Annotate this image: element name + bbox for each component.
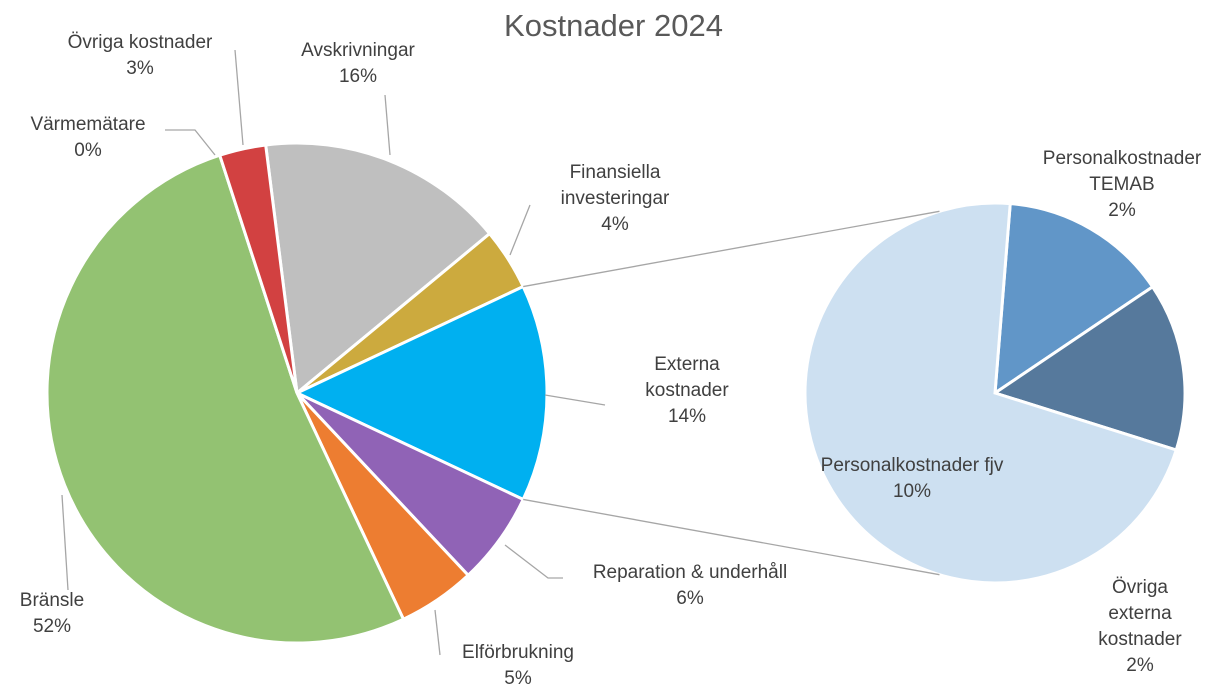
slice-name: Elförbrukning: [462, 642, 574, 663]
slice-name: Externa kostnader: [645, 354, 729, 401]
leader-line: [384, 94, 391, 156]
slice-value: 10%: [892, 481, 932, 502]
slice-value: 14%: [667, 406, 707, 427]
slice-name: Värmemätare: [30, 114, 146, 135]
pie-slice: [803, 201, 1179, 585]
slice-name: Reparation & underhåll: [592, 562, 788, 583]
slice-label: Elförbrukning 5%: [433, 640, 603, 691]
slice-value: 2%: [1108, 200, 1136, 221]
slice-label: Finansiella investeringar 4%: [550, 160, 680, 238]
slice-value: 6%: [676, 588, 704, 609]
leader-line: [504, 544, 563, 579]
pie-slice: [263, 141, 492, 396]
slice-label: Reparation & underhåll 6%: [560, 560, 820, 612]
slice-name: Avskrivningar: [301, 40, 415, 61]
pie-slice: [45, 153, 406, 645]
slice-value: 3%: [126, 58, 154, 79]
chart-title: Kostnader 2024: [504, 8, 723, 43]
slice-name: Bränsle: [19, 590, 85, 611]
slice-name: Finansiella investeringar: [560, 162, 670, 209]
slice-label: Personalkostnader fjv 10%: [802, 453, 1022, 505]
slice-value: 2%: [1126, 655, 1154, 676]
connector-line: [523, 498, 940, 576]
leader-line: [434, 609, 441, 656]
pie-slice: [991, 284, 1187, 452]
leader-line: [509, 204, 531, 256]
slice-label: Övriga kostnader 3%: [40, 30, 240, 82]
leader-line: [544, 394, 606, 406]
slice-value: 16%: [338, 66, 378, 87]
slice-label: Personalkostnader TEMAB 2%: [1027, 146, 1217, 224]
pie-slice: [993, 201, 1155, 396]
slice-value: 4%: [601, 214, 629, 235]
slice-name: Övriga externa kostnader: [1098, 577, 1182, 650]
connector-line: [523, 210, 940, 288]
slice-label: Övriga externa kostnader 2%: [1090, 575, 1190, 679]
slice-label: Värmemätare 0%: [8, 112, 168, 164]
slice-value: 0%: [74, 140, 102, 161]
slice-value: 5%: [504, 668, 532, 689]
slice-name: Personalkostnader TEMAB: [1042, 148, 1202, 195]
slice-name: Personalkostnader fjv: [820, 455, 1004, 476]
leader-line: [165, 129, 216, 156]
pie-slice: [217, 143, 299, 394]
slice-label: Bränsle 52%: [2, 588, 102, 640]
slice-value: 52%: [32, 616, 72, 637]
pie-slice: [293, 284, 549, 502]
slice-label: Avskrivningar 16%: [278, 38, 438, 90]
leader-line: [61, 494, 69, 591]
slice-name: Övriga kostnader: [67, 32, 213, 53]
slice-label: Externa kostnader 14%: [632, 352, 742, 430]
leader-line: [234, 49, 244, 146]
